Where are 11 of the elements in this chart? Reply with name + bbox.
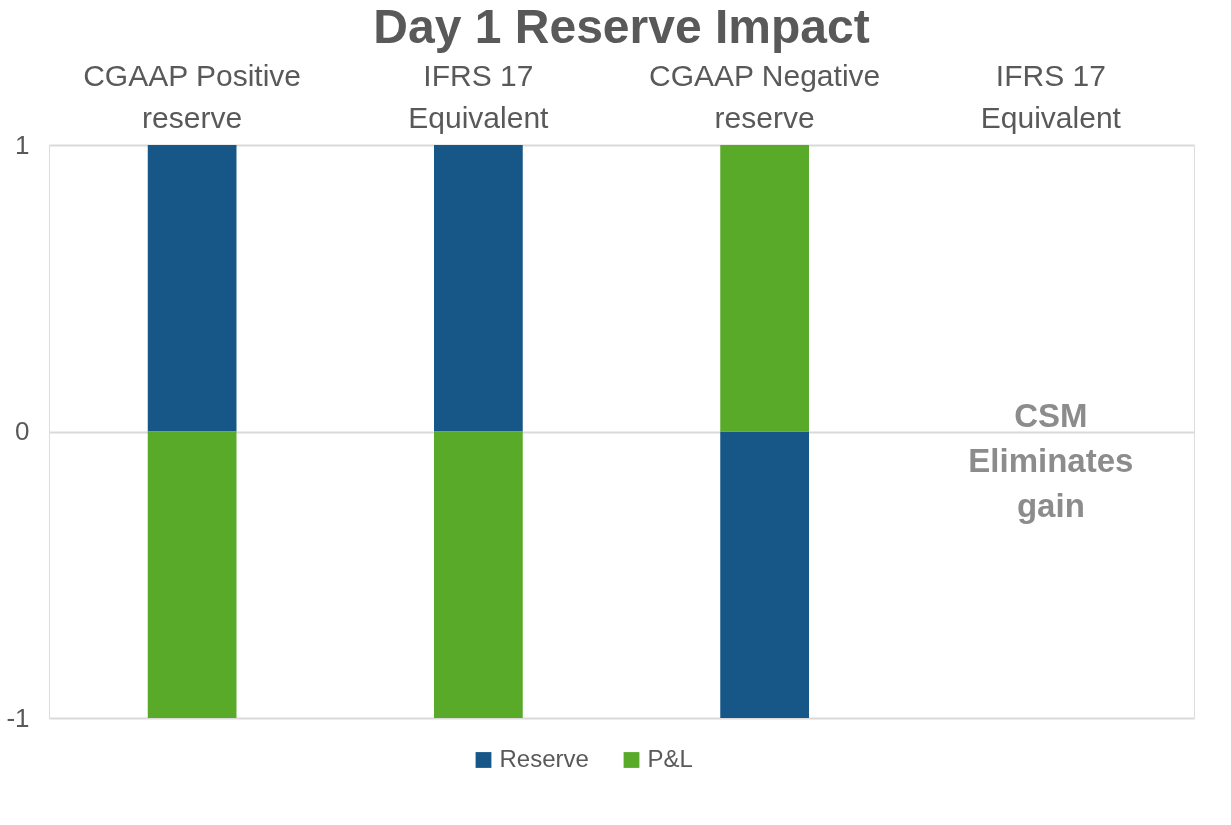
x-tick-label: CGAAP Positive reserve [83, 58, 302, 134]
x-tick-label: IFRS 17 Equivalent [980, 58, 1122, 134]
annotation: CSM Eliminates gain [968, 397, 1134, 524]
x-tick-label: CGAAP Negative reserve [649, 58, 881, 134]
y-tick-label: -1 [6, 702, 30, 733]
chart-title: Day 1 Reserve Impact [373, 0, 870, 53]
legend-label: P&L [647, 745, 693, 772]
y-tick-label: 1 [15, 129, 30, 160]
y-tick-label: 0 [15, 416, 30, 446]
legend-label: Reserve [499, 745, 589, 772]
x-tick-label: IFRS 17 Equivalent [408, 58, 550, 134]
